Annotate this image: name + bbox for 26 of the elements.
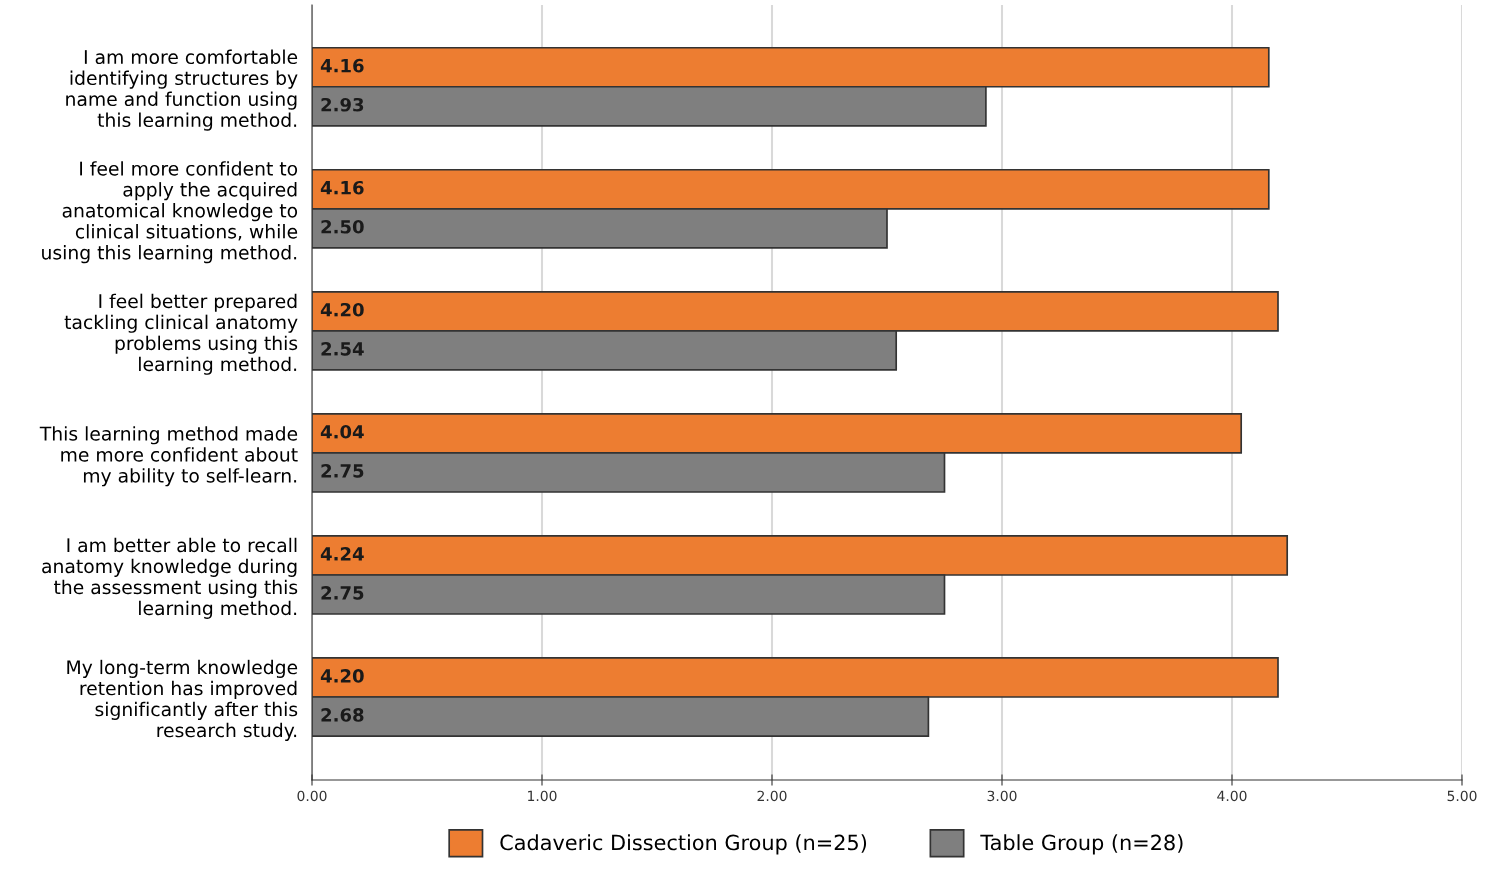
data-label: 2.68 (321, 708, 364, 722)
x-tick-label: 2.00 (757, 790, 787, 802)
x-tick-label: 1.00 (528, 790, 557, 802)
data-label: 4.24 (320, 547, 364, 561)
data-label: 2.93 (321, 97, 364, 112)
legend-label: Table Group (n=28) (980, 834, 1183, 855)
y-tick-label: I am more comfortable identifying structures by name and function using this learning method. (66, 49, 298, 131)
x-tick-label: 0.00 (297, 790, 327, 802)
data-label: 2.54 (321, 341, 364, 356)
data-label: 2.50 (321, 219, 364, 234)
x-tick-label: 4.00 (1217, 790, 1247, 802)
y-tick-label: This learning method made me more confident about my ability to self-learn. (39, 426, 298, 487)
y-tick-label: I feel better prepared tackling clinical anatomy problems using this learning method. (64, 293, 298, 375)
x-tick-label: 3.00 (987, 790, 1017, 802)
y-tick-label: I am better able to recall anatomy knowledge during the assessment using this learning method. (42, 537, 298, 619)
y-tick-label: I feel more confident to apply the acquired anatomical knowledge to clinical situations, while using this learning method. (42, 161, 298, 264)
y-tick-label: My long-term knowledge retention has improved significantly after this research study. (67, 659, 298, 741)
x-tick-label: 5.00 (1447, 790, 1477, 802)
data-label: 2.75 (321, 586, 364, 600)
legend-label: Cadaveric Dissection Group (n=25) (500, 834, 867, 855)
data-label: 4.16 (320, 180, 364, 195)
data-label: 4.16 (320, 58, 364, 73)
data-label: 4.04 (320, 424, 364, 439)
data-label: 4.20 (320, 669, 364, 683)
data-label: 2.75 (321, 464, 364, 478)
data-label: 4.20 (320, 302, 364, 317)
